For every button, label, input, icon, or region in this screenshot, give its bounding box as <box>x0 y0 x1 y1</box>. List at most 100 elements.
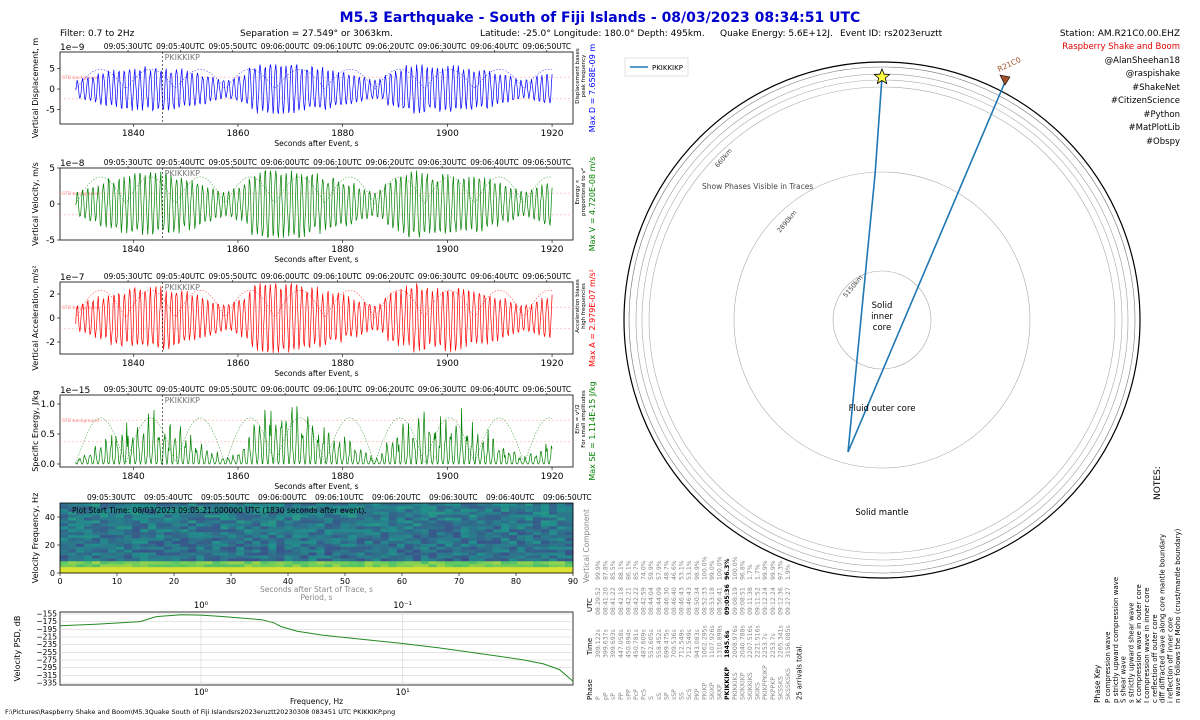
spectrogram-cell <box>172 535 181 539</box>
spectrogram-cell <box>156 543 165 548</box>
spectrogram-cell <box>236 520 245 524</box>
spectrogram-cell <box>308 552 317 556</box>
table-cell: pP <box>603 692 610 700</box>
spectrogram-cell <box>140 546 149 551</box>
y-tick-label: −175 <box>36 617 57 626</box>
spectrogram-cell <box>380 526 389 530</box>
spectrogram-cell <box>268 564 277 568</box>
spectrogram-cell <box>260 523 269 527</box>
spectrogram-cell <box>212 570 221 574</box>
spectrogram-cell <box>557 535 566 539</box>
spectrogram-cell <box>476 503 486 507</box>
spectrogram-cell <box>188 503 197 507</box>
spectrogram-cell <box>100 538 109 542</box>
spectrogram-cell <box>476 532 486 536</box>
table-cell: 86.1% <box>625 560 632 580</box>
spectrogram-cell <box>388 564 397 568</box>
spectrogram-cell <box>460 508 470 513</box>
spectrogram-cell <box>308 503 317 507</box>
energy-text: Quake Energy: 5.6E+12J. <box>720 29 833 39</box>
spectrogram-cell <box>268 538 277 542</box>
table-cell: 99.9% <box>595 560 602 580</box>
spectrogram-cell <box>452 570 462 574</box>
spectrogram-cell <box>244 552 253 556</box>
spectrogram-cell <box>92 514 101 518</box>
spectrogram-cell <box>100 517 109 521</box>
spectrogram-cell <box>60 526 69 530</box>
spectrogram-cell <box>292 503 301 507</box>
spectrogram-cell <box>428 564 438 568</box>
spectrogram-cell <box>140 526 149 530</box>
top-tick-label: 09:05:50UTC <box>208 385 257 394</box>
spectrogram-cell <box>340 503 349 507</box>
spectrogram-cell <box>284 503 293 507</box>
spectrogram-cell <box>276 549 285 553</box>
spectrogram-cell <box>308 567 317 571</box>
spectrogram-cell <box>116 529 125 533</box>
spectrogram-cell <box>404 555 414 559</box>
spectrogram-cell <box>340 523 349 527</box>
spectrogram-cell <box>404 514 414 518</box>
spectrogram-cell <box>372 540 381 545</box>
spectrogram-cell <box>124 546 133 551</box>
spectrogram-cell <box>292 558 301 562</box>
spectrogram-cell <box>557 514 566 518</box>
spectrogram-cell <box>124 535 133 539</box>
spectrogram-cell <box>540 523 550 527</box>
spectrogram-cell <box>412 520 422 524</box>
spectrogram-cell <box>508 567 518 571</box>
spectrogram-cell <box>164 546 173 551</box>
spectrogram-cell <box>204 570 213 574</box>
spectrogram-cell <box>540 526 550 530</box>
spectrogram-cell <box>236 558 245 562</box>
spectrogram-cell <box>268 555 277 559</box>
spectrogram-cell <box>236 538 245 542</box>
spectrogram-cell <box>549 503 558 507</box>
spectrogram-cell <box>300 546 309 551</box>
spectrogram-cell <box>76 532 85 536</box>
top-tick-label: 09:06:50UTC <box>523 42 572 51</box>
spectrogram-cell <box>156 520 165 524</box>
spectrogram-cell <box>332 505 341 510</box>
spectrogram-cell <box>116 526 125 530</box>
spectrogram-cell <box>396 538 406 542</box>
spectrogram-cell <box>196 535 205 539</box>
x-tick-label: 1920 <box>541 472 564 482</box>
spectrogram-cell <box>540 535 550 539</box>
credit-line: @raspishake <box>1125 69 1180 79</box>
spectrogram-cell <box>436 503 446 507</box>
phase-marker-label: PKIKKIKP <box>165 283 201 292</box>
spectrogram-cell <box>316 538 325 542</box>
spectrogram-cell <box>388 552 397 556</box>
spectrogram-cell <box>84 538 93 542</box>
spectrogram-cell <box>332 511 341 516</box>
spectrogram-cell <box>500 538 510 542</box>
spectrogram-cell <box>500 529 510 533</box>
spectrogram-cell <box>108 508 117 513</box>
spectrogram-cell <box>276 526 285 530</box>
spectrogram-cell <box>516 511 526 516</box>
table-cell: 100.0% <box>701 556 708 580</box>
notes-title: NOTES: <box>1153 466 1163 500</box>
spectrogram-cell <box>332 538 341 542</box>
spectrogram-cell <box>428 540 438 545</box>
table-cell: sPP <box>625 689 632 700</box>
top-tick-label: 09:05:40UTC <box>156 158 205 167</box>
spectrogram-cell <box>348 532 357 536</box>
spectrogram-cell <box>180 532 189 536</box>
spectrogram-cell <box>444 517 454 521</box>
spectrogram-cell <box>412 567 422 571</box>
spectrogram-cell <box>540 511 550 516</box>
spectrogram-cell <box>188 552 197 556</box>
spectrogram-cell <box>292 508 301 513</box>
spectrogram-cell <box>236 543 245 548</box>
spectrogram-cell <box>164 503 173 507</box>
spectrogram-cell <box>124 543 133 548</box>
spectrogram-cell <box>565 540 574 545</box>
spectrogram-cell <box>84 546 93 551</box>
spectrogram-cell <box>100 555 109 559</box>
spectrogram-cell <box>396 567 406 571</box>
spectrogram-cell <box>76 535 85 539</box>
spectrogram-cell <box>108 549 117 553</box>
spectrogram-cell <box>364 532 373 536</box>
